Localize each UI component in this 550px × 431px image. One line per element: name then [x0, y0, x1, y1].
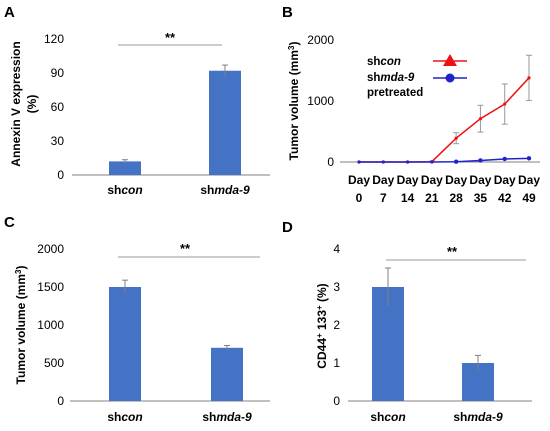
x-tick-label: 21: [425, 191, 439, 205]
legend-shmda9-label: shmda-9: [367, 72, 415, 84]
data-point: [453, 159, 459, 164]
y-tick-label: 4: [333, 242, 340, 256]
x-tick-prefix: Day: [445, 173, 467, 187]
legend-shcon-label: shcon: [367, 56, 401, 68]
bar: [109, 287, 141, 401]
x-tick-label: 28: [449, 191, 463, 205]
category-label: shmda-9: [453, 410, 503, 424]
data-point: [526, 156, 532, 161]
panel-c-significance: **: [180, 241, 191, 256]
x-tick-prefix: Day: [372, 173, 394, 187]
y-tick-label: 2000: [37, 242, 64, 256]
panel-a: A 0 30 60 90 120 Annexin V expression (%) **…: [4, 4, 270, 197]
panel-d-significance: **: [447, 244, 458, 259]
bar: [209, 70, 241, 175]
y-tick-label: 0: [57, 168, 64, 182]
category-label: shcon: [370, 410, 405, 424]
category-label: shcon: [107, 183, 142, 197]
data-point: [357, 160, 361, 164]
category-label: shmda-9: [202, 410, 252, 424]
data-point: [502, 156, 507, 162]
category-label: shcon: [107, 410, 142, 424]
x-tick-prefix: Day: [469, 173, 491, 187]
x-tick-label: 35: [474, 191, 488, 205]
y-tick-label: 2: [333, 318, 340, 332]
panel-a-significance: **: [165, 30, 176, 45]
panel-d-ylabel: CD44+ 133+ (%): [315, 283, 330, 368]
legend-shmda9-marker: [445, 73, 455, 83]
data-point: [478, 117, 483, 121]
y-tick-label: 1: [333, 356, 340, 370]
y-tick-label: 60: [51, 100, 65, 114]
panel-c-ylabel: Tumor volume (mm3): [14, 266, 29, 385]
series-line: [359, 157, 530, 163]
panel-a-letter: A: [4, 4, 15, 21]
data-point: [430, 160, 434, 164]
panel-c: C Tumor volume (mm3) 0 500 1000 1500 2000 **…: [4, 214, 270, 424]
data-point: [405, 160, 410, 164]
x-tick-label: 0: [356, 191, 363, 205]
y-tick-label: 500: [44, 356, 64, 370]
panel-b-ylabel: Tumor volume (mm3): [287, 42, 302, 161]
data-point: [381, 160, 385, 164]
bar: [109, 161, 141, 175]
x-tick-label: 7: [380, 191, 387, 205]
panel-d-letter: D: [282, 219, 293, 236]
x-tick-label: 42: [498, 191, 512, 205]
x-tick-prefix: Day: [348, 173, 370, 187]
y-tick-label: 0: [57, 394, 64, 408]
panel-a-ylabel-line2: (%): [25, 95, 39, 114]
panel-b-letter: B: [282, 4, 293, 21]
x-tick-prefix: Day: [518, 173, 540, 187]
x-tick-label: 14: [401, 191, 415, 205]
y-tick-label: 90: [51, 66, 65, 80]
panel-a-ylabel-line1: Annexin V expression: [9, 41, 23, 166]
data-point: [454, 136, 458, 140]
y-tick-label: 120: [44, 32, 64, 46]
x-tick-prefix: Day: [397, 173, 419, 187]
y-tick-label: 0: [327, 155, 334, 169]
x-tick-prefix: Day: [494, 173, 516, 187]
series-shmda9: [357, 156, 532, 164]
data-point: [527, 76, 531, 80]
panel-b-legend: shcon shmda-9 pretreated: [367, 54, 467, 99]
data-point: [478, 158, 483, 163]
y-tick-label: 1500: [37, 280, 64, 294]
panel-d: D CD44+ 133+ (%) 0 1 2 3 4 ** shcon shmda-9: [282, 219, 532, 424]
x-tick-prefix: Day: [421, 173, 443, 187]
y-tick-label: 1000: [37, 318, 64, 332]
category-label: shmda-9: [200, 183, 250, 197]
y-tick-label: 30: [51, 134, 65, 148]
panel-c-letter: C: [4, 214, 15, 231]
y-tick-label: 3: [333, 280, 340, 294]
y-tick-label: 1000: [307, 94, 334, 108]
legend-shcon-marker: [443, 54, 457, 66]
y-tick-label: 0: [333, 394, 340, 408]
bar: [211, 347, 243, 401]
data-point: [503, 102, 507, 106]
legend-shmda9-label-line2: pretreated: [367, 87, 423, 99]
x-tick-label: 49: [522, 191, 536, 205]
y-tick-label: 2000: [307, 33, 334, 47]
